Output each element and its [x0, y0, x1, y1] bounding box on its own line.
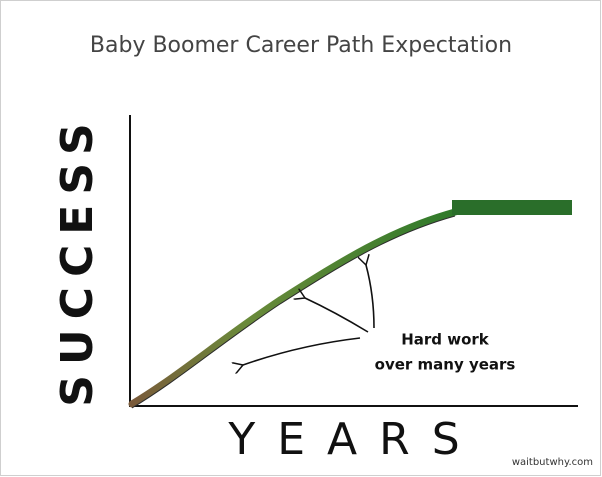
- x-axis-label: YEARS: [227, 414, 481, 465]
- plateau: [452, 200, 572, 215]
- annotation: Hard work: [401, 331, 490, 349]
- diagram: Baby Boomer Career Path Expectation Hard…: [0, 0, 602, 477]
- credit: waitbutwhy.com: [512, 457, 593, 468]
- annotation: over many years: [375, 356, 516, 374]
- title: Baby Boomer Career Path Expectation: [90, 33, 512, 58]
- y-axis-label: SUCCESS: [52, 113, 103, 406]
